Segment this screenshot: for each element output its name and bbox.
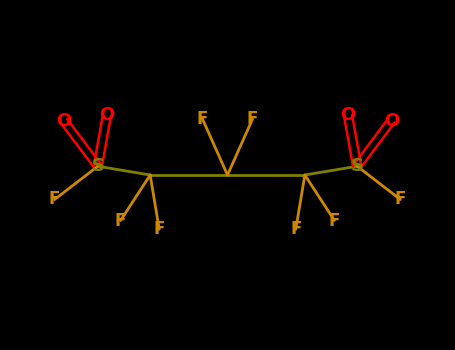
Text: F: F [115, 211, 126, 230]
Text: F: F [197, 110, 208, 128]
Text: O: O [384, 112, 399, 130]
Text: O: O [99, 106, 115, 125]
Text: F: F [290, 220, 301, 238]
Text: F: F [329, 211, 340, 230]
Text: F: F [49, 190, 60, 209]
Text: S: S [91, 157, 104, 175]
Text: O: O [56, 112, 71, 130]
Text: F: F [247, 110, 258, 128]
Text: F: F [154, 220, 165, 238]
Text: O: O [340, 106, 356, 125]
Text: S: S [351, 157, 364, 175]
Text: F: F [394, 190, 406, 209]
